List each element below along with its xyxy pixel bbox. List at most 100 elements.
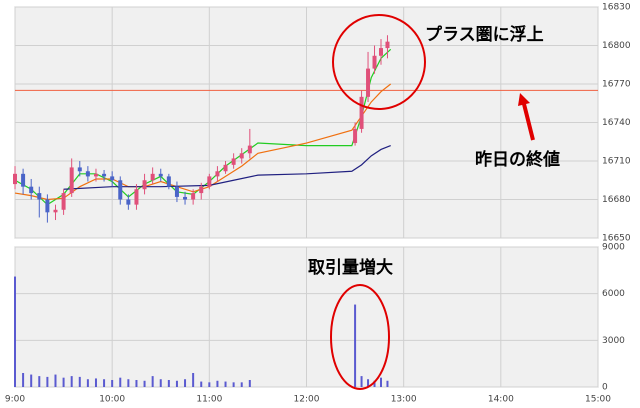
volume-bar xyxy=(373,380,376,387)
volume-bar xyxy=(248,380,251,387)
candle-body xyxy=(110,176,115,181)
x-tick-label: 11:00 xyxy=(196,395,222,405)
volume-bar xyxy=(151,376,154,387)
x-tick-label: 10:00 xyxy=(99,395,125,405)
candle-body xyxy=(353,128,358,144)
y-tick-label: 3000 xyxy=(602,336,625,346)
volume-bar xyxy=(208,382,211,387)
y-tick-label: 9000 xyxy=(602,243,625,253)
x-tick-label: 9:00 xyxy=(5,395,25,405)
volume-bar xyxy=(216,380,219,387)
highlight-circle xyxy=(330,284,390,390)
annotation: プラス圏に浮上 xyxy=(425,24,544,45)
volume-bar xyxy=(54,374,57,387)
candle-body xyxy=(53,209,58,213)
candle-body xyxy=(126,199,131,205)
candle-body xyxy=(183,196,188,200)
annotation: 昨日の終値 xyxy=(475,149,560,170)
y-tick-label: 6000 xyxy=(602,289,625,299)
candle-body xyxy=(29,186,34,194)
volume-bar xyxy=(22,373,25,387)
candle-body xyxy=(158,173,163,177)
volume-bar xyxy=(46,376,49,387)
candle-body xyxy=(215,171,220,177)
candle-body xyxy=(102,173,107,177)
y-tick-label: 16770 xyxy=(602,80,631,90)
volume-bar xyxy=(354,304,357,387)
candle-body xyxy=(385,41,390,49)
candle-body xyxy=(207,176,212,187)
y-tick-label: 0 xyxy=(602,383,608,393)
volume-bar xyxy=(184,379,187,387)
annotation: 取引量増大 xyxy=(308,257,393,278)
volume-bar xyxy=(78,376,81,387)
candle-body xyxy=(134,189,139,205)
candle-body xyxy=(372,55,377,69)
candle-body xyxy=(223,164,228,172)
candle-body xyxy=(13,173,17,185)
y-tick-label: 16800 xyxy=(602,41,631,51)
y-tick-label: 16830 xyxy=(602,3,631,13)
y-tick-label: 16710 xyxy=(602,157,631,167)
volume-bar xyxy=(14,276,16,387)
volume-bar xyxy=(192,373,195,387)
moving-average-line xyxy=(63,145,391,190)
candle-body xyxy=(366,68,371,97)
volume-bar xyxy=(367,379,370,387)
x-tick-label: 13:00 xyxy=(391,395,417,405)
candle-body xyxy=(77,167,82,172)
volume-bar xyxy=(38,376,41,387)
marks: 16650 16680 16710 16740 16770 16800 16830 0 3000… xyxy=(5,3,631,405)
y-tick-label: 16650 xyxy=(602,234,631,244)
candle-body xyxy=(191,193,196,200)
highlight-circle xyxy=(332,14,426,110)
candle-body xyxy=(166,176,171,187)
candle-body xyxy=(378,48,383,56)
candle-body xyxy=(359,96,364,129)
candle-body xyxy=(247,145,252,154)
volume-bar xyxy=(232,382,235,387)
candle-body xyxy=(118,180,123,200)
volume-bar xyxy=(240,382,243,387)
candle-body xyxy=(93,173,98,177)
candle-body xyxy=(61,193,66,210)
volume-bar xyxy=(360,376,363,387)
volume-bar xyxy=(143,380,146,387)
candle-body xyxy=(174,186,179,197)
candle-body xyxy=(239,153,244,159)
volume-bar xyxy=(30,374,33,387)
volume-bar xyxy=(159,379,162,387)
volume-bar xyxy=(111,380,114,387)
arrow xyxy=(522,103,535,141)
candle-body xyxy=(37,193,42,200)
y-tick-label: 16740 xyxy=(602,118,631,128)
volume-bar xyxy=(200,381,203,387)
candle-body xyxy=(85,171,90,177)
candle-body xyxy=(231,158,236,165)
volume-bar xyxy=(62,377,65,387)
candle-body xyxy=(142,180,147,190)
candle-body xyxy=(45,199,50,213)
volume-bar xyxy=(119,377,122,387)
volume-bar xyxy=(94,378,97,387)
x-tick-label: 12:00 xyxy=(294,395,320,405)
candle-body xyxy=(69,167,74,194)
candle-body xyxy=(150,173,155,181)
volume-bar xyxy=(386,380,389,387)
volume-bar xyxy=(103,379,106,387)
volume-bar xyxy=(135,380,138,387)
volume-bar xyxy=(86,379,89,387)
volume-bar xyxy=(127,379,130,387)
volume-bar xyxy=(167,380,170,387)
x-tick-label: 14:00 xyxy=(488,395,514,405)
x-tick-label: 15:00 xyxy=(585,395,611,405)
volume-bar xyxy=(70,376,73,387)
volume-bar xyxy=(379,377,382,387)
candle-body xyxy=(21,173,26,187)
y-tick-label: 16680 xyxy=(602,195,631,205)
volume-bar xyxy=(175,380,178,387)
volume-bar xyxy=(224,381,227,387)
candle-body xyxy=(199,186,204,194)
arrow-head xyxy=(518,93,530,106)
